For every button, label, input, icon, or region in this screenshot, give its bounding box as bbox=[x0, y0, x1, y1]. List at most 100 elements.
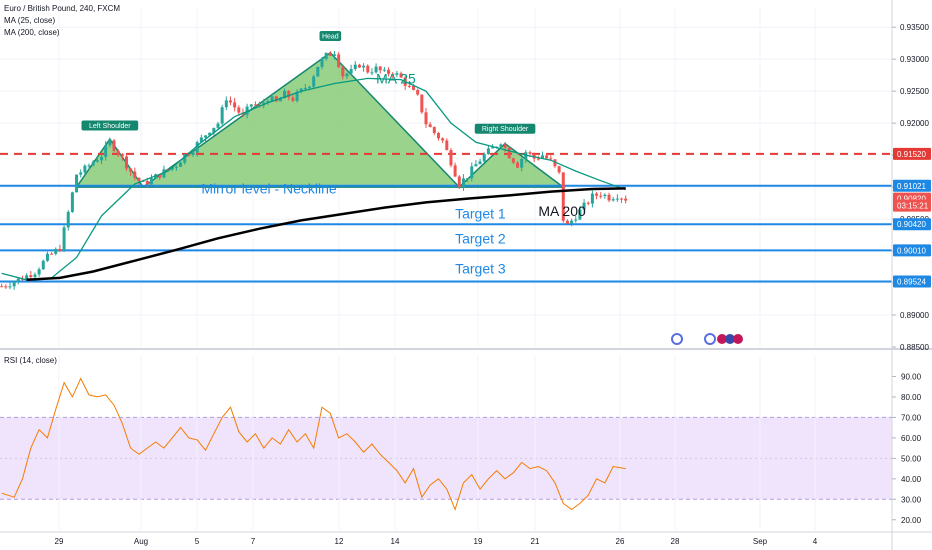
candle-body bbox=[4, 286, 8, 288]
price-tag bbox=[893, 275, 931, 288]
candle-body bbox=[482, 154, 486, 162]
candle-body bbox=[278, 98, 282, 102]
candle-body bbox=[224, 100, 228, 108]
candle-body bbox=[395, 73, 399, 75]
horizontal-levels bbox=[0, 152, 892, 283]
x-tick-label: Aug bbox=[134, 537, 148, 546]
candle-body bbox=[349, 68, 353, 74]
candle-body bbox=[70, 192, 74, 212]
price-tag-label: 0.90010 bbox=[897, 246, 926, 255]
price-tag bbox=[893, 147, 931, 160]
candle-body bbox=[75, 174, 79, 193]
candle-body bbox=[420, 94, 424, 113]
annotation-text: Target 1 bbox=[455, 205, 506, 221]
rsi-tick-label: 50.00 bbox=[901, 454, 922, 463]
candle-body bbox=[436, 133, 440, 139]
x-tick-label: 7 bbox=[251, 537, 256, 546]
candle-body bbox=[590, 193, 594, 204]
candle-body bbox=[162, 169, 166, 178]
event-icon[interactable] bbox=[704, 333, 716, 345]
ma25-legend: MA (25, close) bbox=[4, 16, 55, 25]
rsi-tick-label: 20.00 bbox=[901, 516, 922, 525]
candle-body bbox=[357, 64, 361, 68]
price-tag-label: 0.90820 bbox=[897, 195, 926, 204]
pattern-shape bbox=[75, 51, 566, 189]
candle-body bbox=[553, 159, 557, 167]
x-tick-label: 28 bbox=[671, 537, 680, 546]
pattern-label: Left Shoulder bbox=[89, 123, 131, 130]
price-tag-label: 0.91021 bbox=[897, 182, 926, 191]
candle-body bbox=[108, 140, 112, 146]
candle-body bbox=[399, 73, 403, 78]
head-shoulders-pattern bbox=[75, 51, 566, 189]
pattern-label-box bbox=[474, 123, 536, 134]
ma200-legend: MA (200, close) bbox=[4, 28, 60, 37]
candle-body bbox=[528, 152, 532, 154]
candle-body bbox=[341, 66, 345, 77]
candle-body bbox=[466, 178, 470, 180]
candle-body bbox=[316, 66, 320, 77]
candle-body bbox=[586, 202, 590, 204]
candle-body bbox=[615, 198, 619, 200]
candle-body bbox=[595, 193, 599, 196]
candle-body bbox=[95, 160, 99, 162]
candle-body bbox=[332, 54, 336, 56]
economic-events-icons[interactable] bbox=[671, 333, 743, 345]
candle-body bbox=[536, 158, 540, 160]
candle-body bbox=[37, 269, 41, 275]
pattern-label: Head bbox=[322, 33, 339, 40]
candle-body bbox=[58, 248, 62, 252]
candle-body bbox=[249, 104, 253, 107]
candle-body bbox=[25, 275, 29, 280]
candle-body bbox=[62, 227, 66, 252]
rsi-tick-label: 30.00 bbox=[901, 495, 922, 504]
candle-body bbox=[8, 286, 12, 288]
candle-body bbox=[158, 174, 162, 178]
event-icon[interactable] bbox=[671, 333, 683, 345]
candle-body bbox=[491, 147, 495, 149]
candle-body bbox=[124, 156, 128, 169]
x-tick-label: 29 bbox=[55, 537, 64, 546]
candle-body bbox=[540, 155, 544, 159]
x-tick-label: 21 bbox=[531, 537, 540, 546]
candle-body bbox=[453, 165, 457, 177]
price-tag bbox=[893, 244, 931, 257]
candle-body bbox=[191, 152, 195, 155]
candle-body bbox=[312, 76, 316, 87]
candle-body bbox=[499, 144, 503, 147]
pattern-label: Right Shoulder bbox=[482, 126, 529, 133]
y-tick-label: 0.89000 bbox=[900, 311, 929, 320]
candle-body bbox=[245, 106, 249, 115]
candle-body bbox=[283, 90, 287, 99]
candle-body bbox=[511, 158, 515, 163]
candle-body bbox=[432, 127, 436, 134]
flag-icon[interactable] bbox=[725, 334, 735, 344]
candle-body bbox=[374, 66, 378, 73]
candle-body bbox=[607, 194, 611, 201]
candle-body bbox=[624, 198, 628, 201]
candle-body bbox=[220, 107, 224, 124]
price-tag bbox=[893, 199, 931, 212]
candle-body bbox=[116, 150, 120, 155]
candle-body bbox=[208, 132, 212, 136]
price-tag bbox=[893, 218, 931, 231]
candle-body bbox=[461, 178, 465, 188]
chart-title: Euro / British Pound, 240, FXCM bbox=[4, 4, 120, 13]
flag-icon[interactable] bbox=[717, 334, 727, 344]
candle-body bbox=[216, 123, 220, 128]
candle-body bbox=[353, 64, 357, 69]
candle-body bbox=[599, 195, 603, 197]
candle-body bbox=[83, 165, 87, 173]
rsi-tick-label: 70.00 bbox=[901, 413, 922, 422]
candle-body bbox=[507, 147, 511, 159]
rsi-tick-label: 80.00 bbox=[901, 393, 922, 402]
price-tag-label: 0.90420 bbox=[897, 220, 926, 229]
flag-icon[interactable] bbox=[733, 334, 743, 344]
candle-body bbox=[574, 219, 578, 221]
candle-body bbox=[266, 100, 270, 103]
candle-body bbox=[12, 282, 16, 287]
price-tag bbox=[893, 179, 931, 192]
candle-body bbox=[228, 100, 232, 103]
